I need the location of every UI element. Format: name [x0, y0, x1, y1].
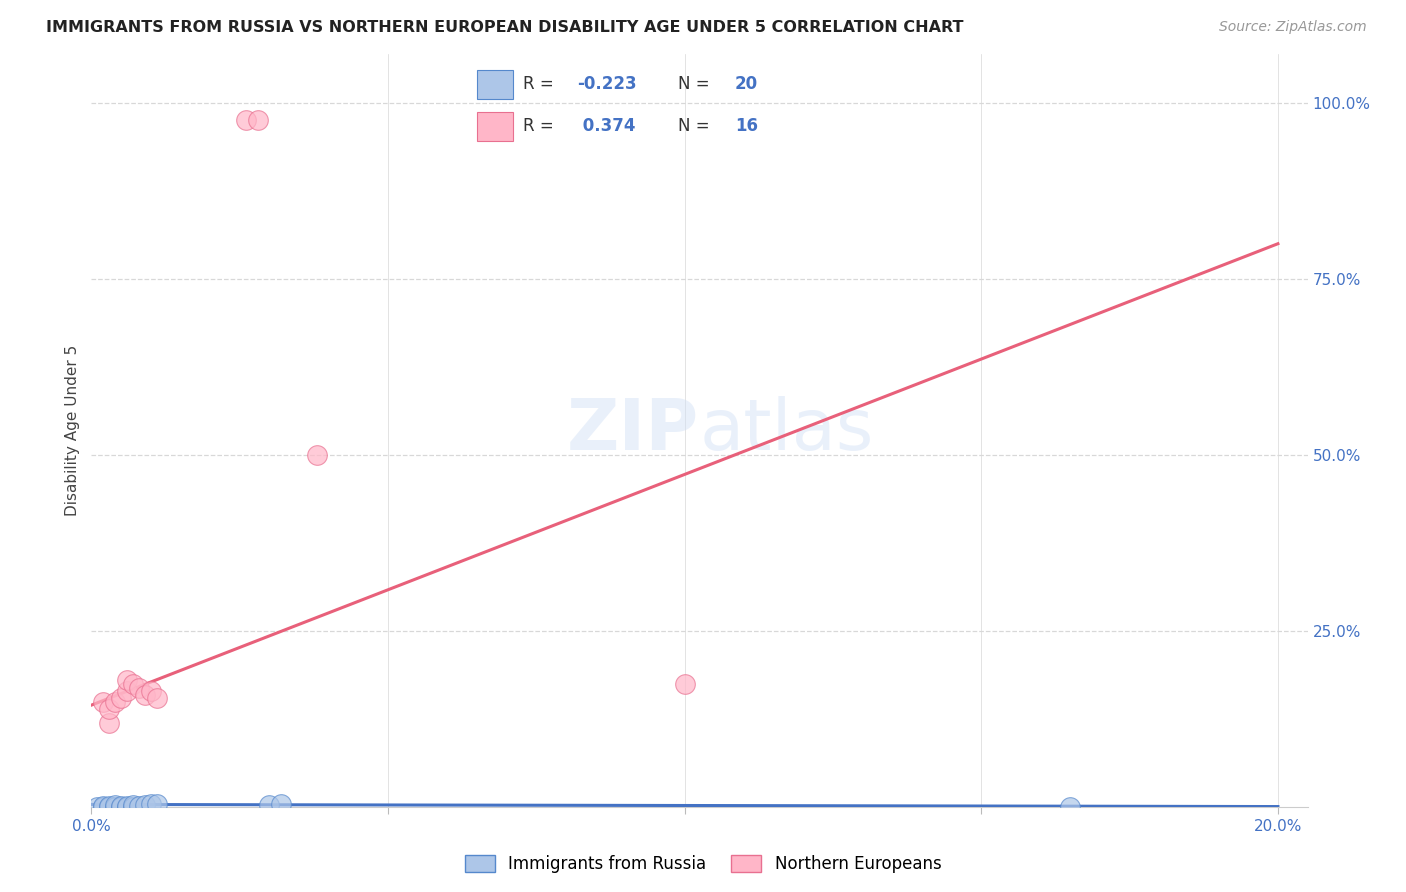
Point	[104, 695, 127, 709]
Point	[91, 798, 114, 813]
Point	[98, 798, 121, 813]
Point	[139, 797, 162, 812]
Point	[235, 113, 257, 128]
Y-axis label: Disability Age Under 5: Disability Age Under 5	[65, 345, 80, 516]
Point	[270, 797, 292, 812]
Point	[91, 695, 114, 709]
Point	[128, 681, 150, 695]
Point	[110, 691, 132, 706]
Point	[305, 448, 328, 462]
Point	[139, 684, 162, 698]
Point	[673, 677, 696, 691]
Text: ZIP: ZIP	[567, 396, 699, 465]
Point	[134, 688, 156, 702]
Legend: Immigrants from Russia, Northern Europeans: Immigrants from Russia, Northern Europea…	[458, 848, 948, 880]
Point	[98, 715, 121, 730]
Point	[91, 799, 114, 814]
Point	[115, 799, 138, 814]
Point	[115, 684, 138, 698]
Point	[110, 799, 132, 814]
Point	[104, 799, 127, 814]
Point	[259, 798, 281, 813]
Text: atlas: atlas	[699, 396, 875, 465]
Point	[122, 677, 145, 691]
Point	[145, 691, 167, 706]
Point	[122, 798, 145, 813]
Point	[246, 113, 269, 128]
Text: IMMIGRANTS FROM RUSSIA VS NORTHERN EUROPEAN DISABILITY AGE UNDER 5 CORRELATION C: IMMIGRANTS FROM RUSSIA VS NORTHERN EUROP…	[46, 20, 965, 35]
Point	[134, 798, 156, 813]
Point	[86, 799, 108, 814]
Point	[98, 701, 121, 715]
Point	[128, 798, 150, 813]
Point	[104, 798, 127, 813]
Point	[115, 798, 138, 813]
Text: Source: ZipAtlas.com: Source: ZipAtlas.com	[1219, 20, 1367, 34]
Point	[1059, 799, 1081, 814]
Point	[110, 798, 132, 813]
Point	[98, 799, 121, 814]
Point	[115, 673, 138, 688]
Point	[145, 797, 167, 812]
Point	[122, 799, 145, 814]
